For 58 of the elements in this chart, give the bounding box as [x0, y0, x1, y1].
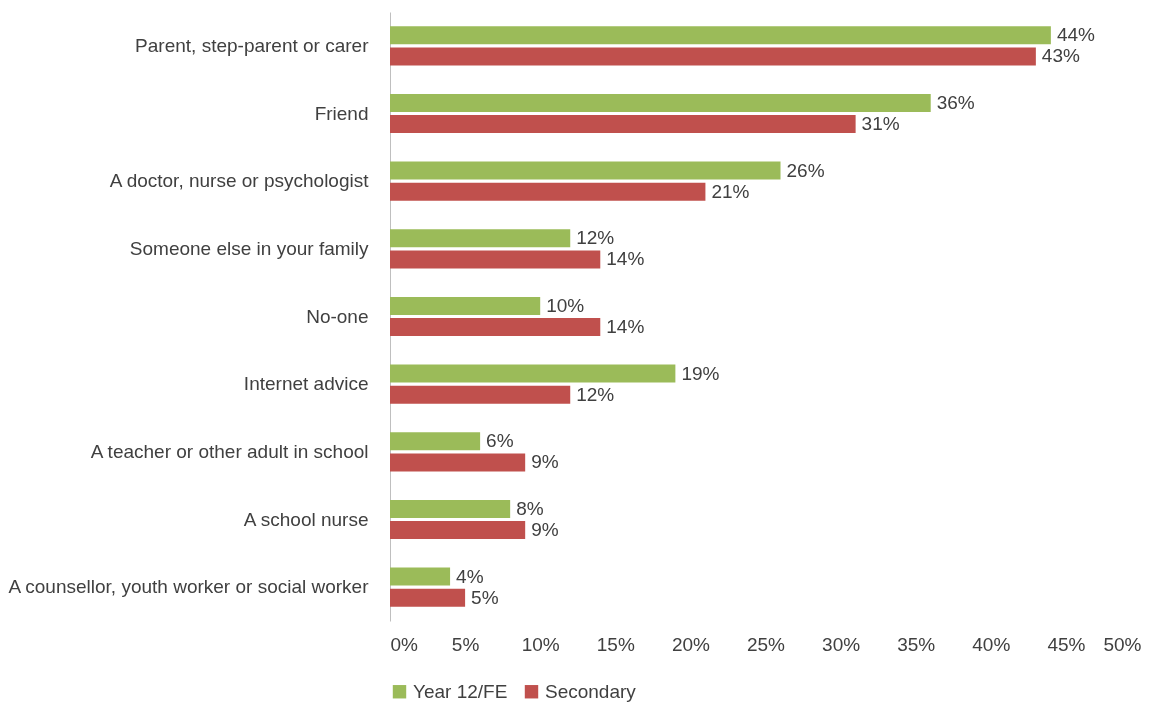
- bar: [390, 182, 706, 201]
- bar: [390, 453, 526, 472]
- data-label: 31%: [861, 113, 900, 135]
- data-label: 43%: [1041, 45, 1080, 67]
- data-label: 44%: [1056, 24, 1096, 46]
- bar: [390, 521, 526, 540]
- y-tick-label: Friend: [314, 102, 369, 124]
- data-label: 9%: [531, 519, 559, 541]
- x-tick-label: 20%: [671, 633, 711, 655]
- data-label: 12%: [576, 383, 615, 405]
- data-label: 5%: [471, 586, 499, 608]
- y-tick-label: Internet advice: [243, 373, 369, 395]
- bar: [390, 161, 781, 180]
- x-tick-label: 45%: [1047, 633, 1086, 655]
- y-tick-label: No-one: [306, 305, 369, 327]
- y-tick-label: A doctor, nurse or psychologist: [109, 170, 370, 192]
- data-label: 10%: [546, 294, 585, 316]
- x-tick-label: 40%: [972, 633, 1011, 655]
- data-label: 36%: [936, 91, 975, 113]
- bar: [390, 318, 601, 337]
- x-tick-label: 10%: [521, 633, 560, 655]
- bar: [390, 432, 481, 451]
- y-tick-label: A counsellor, youth worker or social worker: [8, 576, 370, 598]
- data-label: 19%: [681, 362, 720, 384]
- legend-label: Secondary: [545, 680, 637, 702]
- data-label: 6%: [486, 430, 514, 452]
- bar: [390, 296, 541, 315]
- bar: [390, 115, 856, 134]
- data-label: 8%: [516, 497, 544, 519]
- bar: [390, 588, 466, 607]
- bar: [390, 567, 451, 586]
- x-tick-label: 0%: [390, 633, 419, 655]
- x-tick-label: 35%: [897, 633, 936, 655]
- y-tick-label: Someone else in your family: [129, 237, 369, 259]
- bar: [390, 385, 571, 404]
- bar: [390, 250, 601, 269]
- data-label: 14%: [606, 248, 645, 270]
- x-tick-label: 15%: [596, 633, 635, 655]
- legend-label: Year 12/FE: [413, 680, 508, 702]
- y-tick-label: A teacher or other adult in school: [90, 440, 369, 462]
- data-label: 4%: [456, 565, 484, 587]
- x-tick-label: 5%: [451, 633, 480, 655]
- x-tick-label: 30%: [822, 633, 861, 655]
- bar: [390, 364, 676, 383]
- data-label: 14%: [606, 316, 645, 338]
- bar: [390, 93, 931, 112]
- bar: [390, 26, 1051, 45]
- data-label: 21%: [711, 180, 750, 202]
- bar: [390, 47, 1036, 66]
- x-tick-label: 25%: [746, 633, 786, 655]
- data-label: 9%: [531, 451, 559, 473]
- bar: [390, 499, 511, 518]
- y-tick-label: A school nurse: [243, 508, 369, 530]
- data-label: 12%: [576, 227, 615, 249]
- y-tick-label: Parent, step-parent or carer: [135, 34, 370, 56]
- data-label: 26%: [786, 159, 825, 181]
- bar: [390, 229, 571, 248]
- x-tick-label: 50%: [1103, 633, 1142, 655]
